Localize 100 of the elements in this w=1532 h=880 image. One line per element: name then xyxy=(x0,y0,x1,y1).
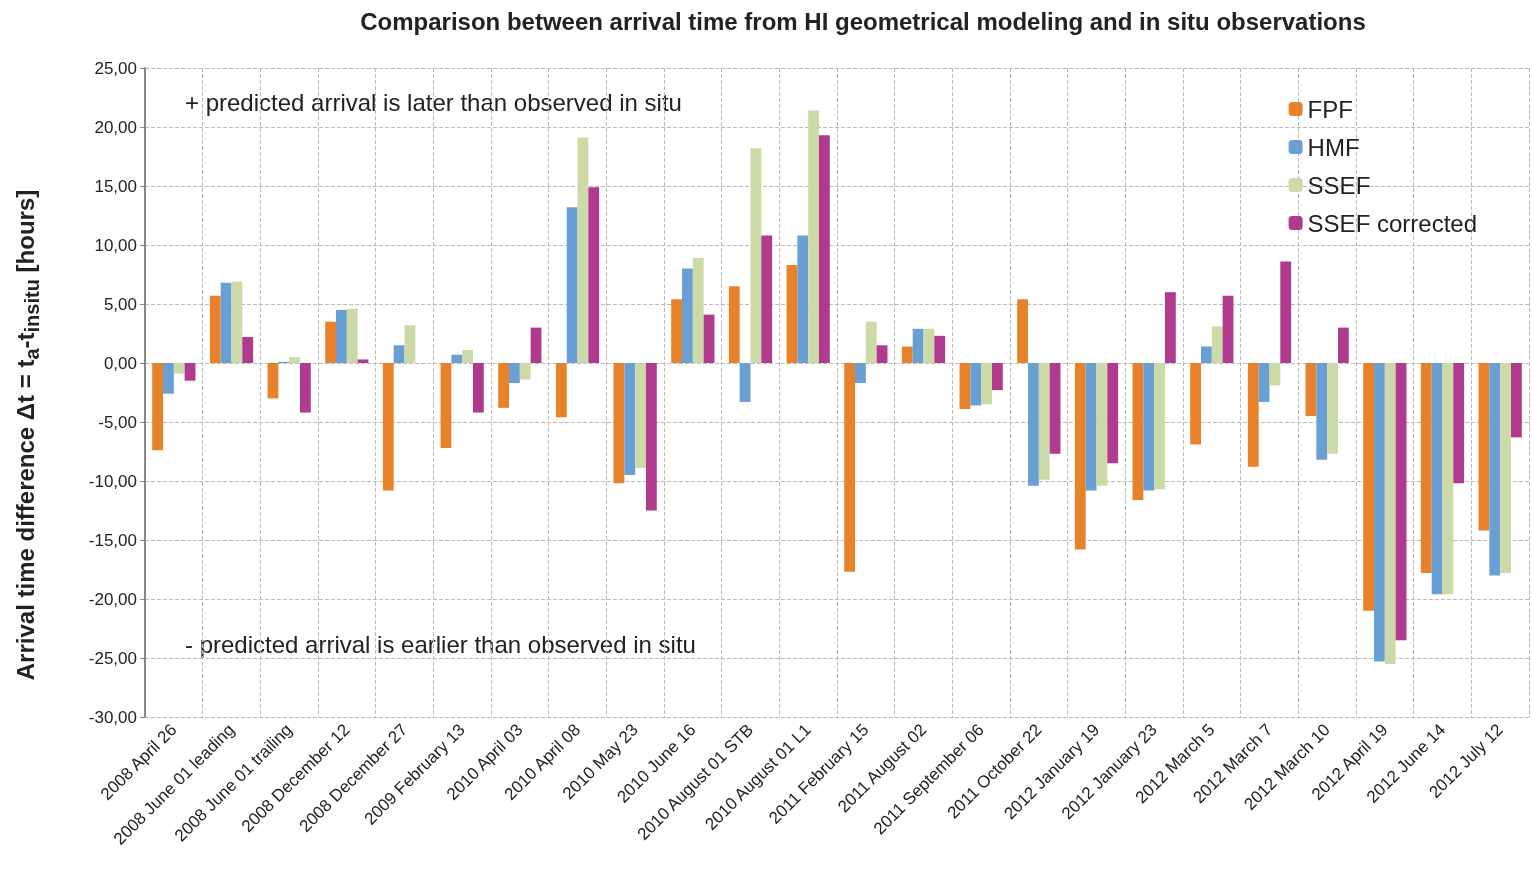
bar xyxy=(1258,363,1270,402)
bar xyxy=(509,363,520,384)
y-tick-label: -25,00 xyxy=(88,648,137,668)
bar xyxy=(1107,363,1119,464)
bar xyxy=(761,235,773,363)
bar xyxy=(613,363,625,484)
bar xyxy=(1201,346,1212,363)
bar xyxy=(682,268,693,363)
bar xyxy=(1500,363,1511,574)
bar xyxy=(671,299,683,363)
bar xyxy=(1143,363,1155,491)
bar xyxy=(786,265,798,363)
bar xyxy=(289,357,300,363)
bar xyxy=(1049,363,1061,454)
bar xyxy=(325,321,337,363)
bar xyxy=(912,328,924,363)
bar xyxy=(808,110,819,363)
bar xyxy=(1374,363,1385,662)
y-tick-label: 0,00 xyxy=(103,353,137,373)
bar xyxy=(1247,363,1259,467)
bar xyxy=(336,309,347,363)
bar xyxy=(231,281,243,363)
bar xyxy=(472,363,484,413)
bar xyxy=(1096,363,1108,486)
bar xyxy=(865,321,877,363)
y-tick-label: 10,00 xyxy=(94,235,137,255)
bar xyxy=(692,257,704,363)
y-tick-label: 20,00 xyxy=(94,117,137,137)
bar xyxy=(1363,363,1375,611)
bar xyxy=(451,354,463,363)
chart-title: Comparison between arrival time from HI geometrical modeling and in situ observations xyxy=(360,7,1366,35)
bar xyxy=(209,295,221,363)
bar xyxy=(970,363,982,406)
legend-label: SSEF xyxy=(1307,171,1371,199)
bar xyxy=(184,363,196,381)
bar xyxy=(242,337,254,363)
bar xyxy=(1132,363,1144,500)
bar xyxy=(530,327,542,363)
bar xyxy=(624,363,636,476)
bar xyxy=(703,314,715,363)
annotation: - predicted arrival is earlier than observed in situ xyxy=(185,630,696,658)
legend-label: SSEF corrected xyxy=(1307,209,1478,237)
bar xyxy=(382,363,394,491)
bar xyxy=(498,363,510,408)
bar xyxy=(519,363,531,380)
bar xyxy=(566,207,578,363)
bar xyxy=(934,335,946,363)
bar xyxy=(220,282,232,363)
y-tick-label: 25,00 xyxy=(94,58,137,78)
bar xyxy=(1420,363,1432,574)
bar xyxy=(1337,327,1349,363)
bar xyxy=(959,363,971,410)
bar xyxy=(1395,363,1407,641)
bar xyxy=(797,235,809,363)
bar xyxy=(1453,363,1465,484)
bar xyxy=(750,148,762,363)
bar xyxy=(1442,363,1454,595)
bar xyxy=(1017,299,1029,363)
bar xyxy=(728,286,740,363)
y-tick-label: -30,00 xyxy=(88,707,137,727)
bar xyxy=(1085,363,1097,491)
bar xyxy=(876,345,888,363)
bar xyxy=(923,328,935,363)
bar xyxy=(1489,363,1501,576)
legend-label: HMF xyxy=(1307,133,1360,161)
y-tick-label: -15,00 xyxy=(88,530,137,550)
bar xyxy=(645,363,657,511)
bar xyxy=(577,137,589,363)
bar xyxy=(555,363,567,418)
bar xyxy=(1316,363,1328,460)
bar xyxy=(1280,261,1292,363)
bar xyxy=(588,187,600,363)
bar xyxy=(739,363,751,402)
bar xyxy=(1269,363,1281,386)
bar xyxy=(152,363,164,451)
bar xyxy=(163,363,174,394)
y-tick-label: -10,00 xyxy=(88,471,137,491)
bar xyxy=(844,363,856,572)
bar xyxy=(393,345,405,363)
bar xyxy=(1431,363,1443,595)
y-tick-label: -5,00 xyxy=(98,412,137,432)
bar xyxy=(1510,363,1522,438)
bar xyxy=(440,363,452,448)
bar xyxy=(981,363,992,405)
annotation: + predicted arrival is later than observed in situ xyxy=(185,88,682,116)
bar xyxy=(635,363,646,469)
bar xyxy=(404,325,416,363)
bar xyxy=(901,346,913,363)
y-tick-label: 5,00 xyxy=(103,294,137,314)
bar xyxy=(267,363,279,399)
bar xyxy=(346,308,358,363)
bar xyxy=(462,350,473,363)
bar xyxy=(991,363,1003,391)
bar xyxy=(1074,363,1086,550)
bar xyxy=(1190,363,1202,445)
legend-label: FPF xyxy=(1307,95,1353,123)
bar xyxy=(357,359,369,363)
bar xyxy=(1327,363,1338,454)
bar xyxy=(1028,363,1039,486)
bar xyxy=(1222,295,1234,363)
